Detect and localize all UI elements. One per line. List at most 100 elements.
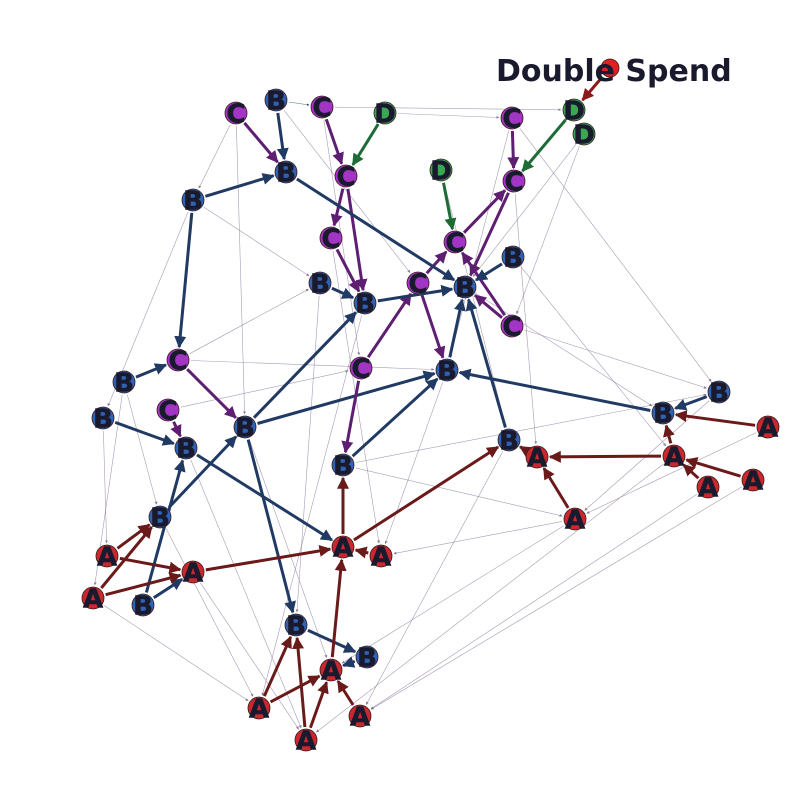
node-label-c10: C (168, 347, 187, 377)
node-c11[interactable]: C (349, 354, 373, 385)
node-c1[interactable]: C (224, 99, 248, 130)
node-c2[interactable]: C (310, 93, 334, 124)
edge-c8-b8 (420, 294, 446, 359)
node-label-c1: C (226, 100, 245, 130)
edge-d3-c9 (516, 146, 580, 315)
edge-c10-b8 (190, 360, 435, 371)
node-label-b19: B (286, 612, 306, 642)
edge-a12-a7 (330, 558, 347, 658)
node-circle-c2 (310, 95, 334, 119)
node-label-a14: A (350, 703, 370, 733)
node-circle-a2 (525, 445, 549, 469)
node-label-d1: D (374, 100, 396, 130)
node-b11[interactable]: B (91, 404, 115, 435)
edge-b1-c2 (288, 101, 310, 106)
node-a5[interactable]: A (696, 473, 720, 504)
node-b19[interactable]: B (284, 611, 308, 642)
node-d1[interactable]: D (373, 99, 397, 130)
node-c12[interactable]: C (156, 396, 180, 427)
edge-c1-b13 (236, 125, 247, 415)
node-circle-b12 (651, 401, 675, 425)
node-a4[interactable]: A (741, 466, 765, 497)
node-b12[interactable]: B (651, 399, 675, 430)
node-a1[interactable]: A (756, 413, 780, 444)
node-d3[interactable]: D (572, 120, 596, 151)
edge-b5-b19 (295, 295, 320, 613)
edge-a15-b19 (292, 636, 307, 728)
node-circle-b1 (264, 88, 288, 112)
node-a2[interactable]: A (525, 443, 549, 474)
node-a8[interactable]: A (369, 542, 393, 573)
node-c5[interactable]: C (502, 167, 526, 198)
node-b10[interactable]: B (707, 378, 731, 409)
edge-c8-c7 (425, 250, 448, 275)
edge-b13-a12 (249, 439, 328, 658)
node-label-a3: A (664, 443, 684, 473)
node-b17[interactable]: B (148, 503, 172, 534)
node-c6[interactable]: C (319, 224, 343, 255)
node-a6[interactable]: A (563, 505, 587, 536)
node-b5[interactable]: B (308, 269, 332, 300)
node-a3[interactable]: A (662, 442, 686, 473)
node-a14[interactable]: A (348, 702, 372, 733)
double-spend-title: Double Spend (496, 54, 732, 89)
edge-b5-b7 (331, 286, 355, 300)
edge-b1-b2 (276, 112, 289, 161)
edge-c9-b10 (524, 329, 707, 389)
edge-a6-a2 (542, 467, 570, 509)
node-b7[interactable]: B (353, 289, 377, 320)
node-b20[interactable]: B (355, 643, 379, 674)
node-a15[interactable]: A (294, 726, 318, 757)
node-b18[interactable]: B (131, 591, 155, 622)
node-c8[interactable]: C (406, 269, 430, 300)
node-circle-c12 (156, 398, 180, 422)
node-circle-a1 (756, 415, 780, 439)
node-c3[interactable]: C (500, 104, 524, 135)
node-b16[interactable]: B (331, 451, 355, 482)
node-a11[interactable]: A (81, 584, 105, 615)
node-c4[interactable]: C (334, 162, 358, 193)
node-a10[interactable]: A (181, 558, 205, 589)
edge-b4-a3 (520, 266, 667, 447)
node-a9[interactable]: A (95, 542, 119, 573)
node-a7[interactable]: A (331, 533, 355, 564)
node-b15[interactable]: B (497, 426, 521, 457)
edge-b8-b6 (448, 298, 466, 358)
node-label-b2: B (276, 159, 296, 189)
node-b4[interactable]: B (501, 243, 525, 274)
node-b13[interactable]: B (233, 413, 257, 444)
node-circle-d1 (373, 101, 397, 125)
edge-b9-b17 (127, 394, 158, 505)
edge-c1-b2 (243, 121, 279, 164)
node-c10[interactable]: C (166, 346, 190, 377)
node-circle-a3 (662, 444, 686, 468)
node-c7[interactable]: C (443, 228, 467, 259)
node-label-c7: C (445, 229, 464, 259)
node-d4[interactable]: D (429, 156, 453, 187)
edge-c4-b7 (346, 188, 368, 292)
edge-b13-b19 (246, 439, 296, 614)
node-label-a15: A (296, 727, 316, 757)
node-label-b18: B (133, 592, 153, 622)
node-b2[interactable]: B (274, 158, 298, 189)
node-b8[interactable]: B (435, 356, 459, 387)
node-b1[interactable]: B (264, 86, 288, 117)
node-b6[interactable]: B (453, 273, 477, 304)
node-a13[interactable]: A (247, 694, 271, 725)
node-label-a4: A (743, 467, 763, 497)
node-c9[interactable]: C (500, 312, 524, 343)
node-label-a7: A (333, 534, 353, 564)
node-circle-a4 (741, 468, 765, 492)
node-d2[interactable]: D (562, 96, 586, 127)
node-b14[interactable]: B (174, 434, 198, 465)
node-circle-c4 (334, 164, 358, 188)
node-ds[interactable] (600, 58, 620, 78)
node-circle-a15 (294, 728, 318, 752)
node-b9[interactable]: B (112, 368, 136, 399)
node-b3[interactable]: B (181, 186, 205, 217)
edge-d3-b6 (472, 144, 577, 277)
node-a12[interactable]: A (319, 656, 343, 687)
node-circle-b10 (707, 380, 731, 404)
node-label-b3: B (183, 187, 203, 217)
node-label-c12: C (158, 397, 177, 427)
